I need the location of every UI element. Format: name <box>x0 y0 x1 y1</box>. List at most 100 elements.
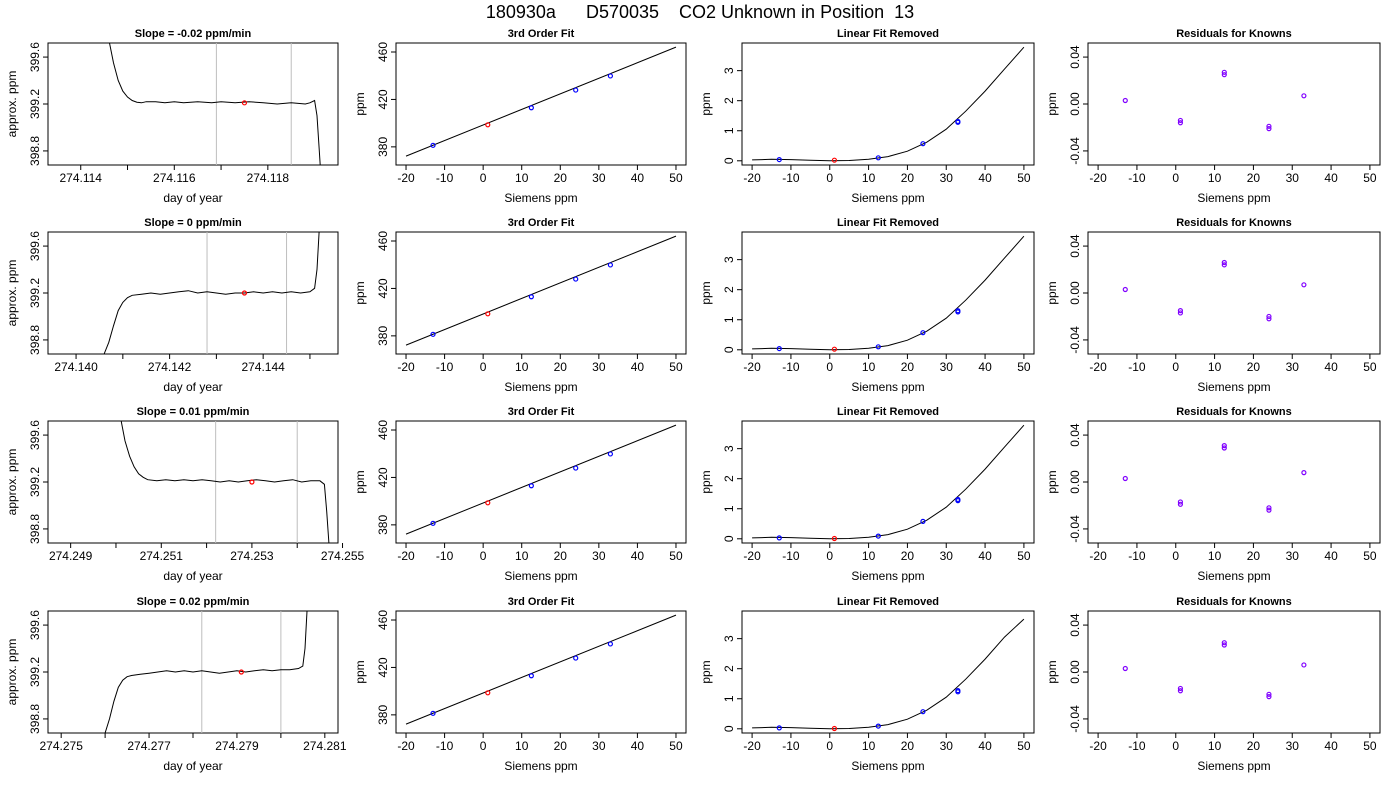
panel-r4-c2: 3rd Order Fit -20 -10 0 10 20 30 40 50 380 420 460 S… <box>353 596 687 773</box>
fit-curve <box>752 46 1025 162</box>
series-line <box>120 421 330 543</box>
y-tick-label: 420 <box>376 89 390 109</box>
y-axis-label: ppm <box>1045 281 1059 304</box>
y-tick-label: 0 <box>722 157 736 164</box>
residual-point <box>1221 445 1227 451</box>
x-axis-label: day of year <box>163 380 222 394</box>
plot-data <box>752 46 1025 163</box>
x-tick-label: 20 <box>901 549 915 563</box>
x-tick-label: 0 <box>826 171 833 185</box>
residual-point <box>1177 499 1184 505</box>
y-tick-label: -0.04 <box>1068 326 1082 354</box>
x-tick-label: 40 <box>1324 171 1338 185</box>
y-tick-label: 398.8 <box>28 514 42 544</box>
x-tick-label: 274.114 <box>59 171 102 185</box>
x-tick-label: 40 <box>1324 549 1338 563</box>
residual-point <box>1177 310 1184 316</box>
panel-title: Slope = 0.02 ppm/min <box>137 596 250 608</box>
plot-data <box>1122 640 1307 700</box>
panel-r3-c2: 3rd Order Fit -20 -10 0 10 20 30 40 50 380 420 460 S… <box>353 406 687 583</box>
x-axis-label: Siemens ppm <box>851 569 924 583</box>
x-tick-label: 40 <box>1324 360 1338 374</box>
x-tick-label: 10 <box>862 549 876 563</box>
x-tick-label: 274.279 <box>215 739 259 753</box>
y-tick-label: 3 <box>722 256 736 263</box>
panel-title: Residuals for Knowns <box>1176 596 1292 608</box>
known-point <box>528 673 534 679</box>
x-tick-label: 0 <box>1172 171 1179 185</box>
panel-r3-c3: Linear Fit Removed -20 -10 0 10 20 30 40 50 0 1 2 3 S… <box>699 406 1035 583</box>
y-tick-label: 1 <box>722 695 736 702</box>
x-tick-label: 10 <box>515 549 529 563</box>
series-line <box>103 232 320 354</box>
panel-title: Slope = 0 ppm/min <box>144 217 242 229</box>
fit-curve <box>752 618 1025 730</box>
x-tick-label: 40 <box>978 549 992 563</box>
x-tick-label: 30 <box>592 171 606 185</box>
plot-frame <box>395 42 687 166</box>
plot-data <box>120 421 330 543</box>
residual-point <box>1221 262 1227 268</box>
residual-point <box>1266 691 1272 697</box>
unknown-point <box>831 535 838 542</box>
known-point <box>920 709 926 715</box>
x-tick-label: 30 <box>1286 360 1300 374</box>
x-axis-label: day of year <box>163 759 222 773</box>
y-tick-label: 0.00 <box>1068 92 1082 116</box>
y-tick-label: 399.6 <box>28 610 42 640</box>
panel-title: Linear Fit Removed <box>837 28 939 40</box>
x-tick-label: 30 <box>592 549 606 563</box>
panel-r4-c4: Residuals for Knowns -20 -10 0 10 20 30 40 50 -0.… <box>1045 596 1381 773</box>
x-tick-label: 10 <box>1208 549 1222 563</box>
plot-data <box>752 424 1025 542</box>
known-point <box>573 465 579 471</box>
panel-r1-c2: 3rd Order Fit -20 -10 0 10 20 30 40 50 380 420 460 S… <box>353 28 687 205</box>
residual-point <box>1177 120 1184 126</box>
residual-point <box>1266 123 1272 129</box>
plot-frame <box>1087 610 1381 734</box>
residual-point <box>1177 307 1184 314</box>
x-tick-label: 274.275 <box>39 739 83 753</box>
series-line <box>104 611 308 733</box>
y-tick-label: 399.6 <box>28 231 42 261</box>
y-tick-label: 0 <box>722 725 736 732</box>
panel-title: 3rd Order Fit <box>508 28 575 40</box>
panel-r2-c1: Slope = 0 ppm/min 274.140 274.142 274.144 39… <box>5 217 339 394</box>
residual-point <box>1221 72 1227 78</box>
known-point <box>776 535 782 541</box>
x-tick-label: 0 <box>480 739 487 753</box>
known-point <box>607 73 614 79</box>
x-tick-label: 30 <box>1286 549 1300 563</box>
x-axis-label: Siemens ppm <box>851 380 924 394</box>
known-point <box>430 331 436 337</box>
plot-frame <box>1087 42 1381 166</box>
panel-r1-c4: Residuals for Knowns -20 -10 0 10 20 30 40 50 -0.… <box>1045 28 1381 205</box>
x-tick-label: 50 <box>1017 360 1031 374</box>
unknown-point <box>485 500 491 506</box>
y-tick-label: 3 <box>722 67 736 74</box>
y-tick-label: 2 <box>722 97 736 104</box>
y-tick-label: 460 <box>376 610 390 630</box>
x-tick-label: -10 <box>782 549 800 563</box>
residual-point <box>1221 640 1227 646</box>
x-tick-label: 50 <box>1363 739 1377 753</box>
y-tick-label: 398.8 <box>28 136 42 166</box>
y-tick-label: 0 <box>722 346 736 353</box>
plot-data <box>405 614 677 725</box>
residual-point <box>1301 470 1307 476</box>
unknown-point <box>831 725 838 732</box>
x-tick-label: 40 <box>631 739 645 753</box>
panel-title: Linear Fit Removed <box>837 596 939 608</box>
y-axis-label: ppm <box>1045 470 1059 493</box>
panel-title: 3rd Order Fit <box>508 406 575 418</box>
x-tick-label: 20 <box>554 360 568 374</box>
x-tick-label: 30 <box>1286 739 1300 753</box>
x-tick-label: 274.251 <box>140 549 184 563</box>
x-tick-label: 0 <box>1172 549 1179 563</box>
y-tick-label: 398.8 <box>28 325 42 355</box>
residual-point <box>1122 665 1128 672</box>
fit-curve <box>752 424 1025 540</box>
known-point <box>920 518 926 524</box>
y-axis-label: ppm <box>353 281 367 304</box>
y-tick-label: 460 <box>376 42 390 62</box>
